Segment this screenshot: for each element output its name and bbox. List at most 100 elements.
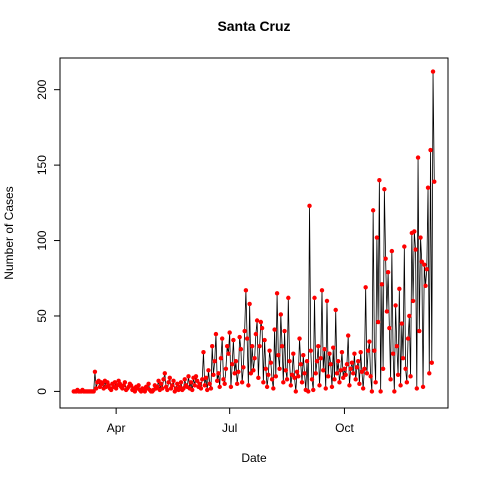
data-point — [432, 179, 437, 184]
data-point — [266, 372, 271, 378]
data-point — [272, 327, 277, 332]
data-point — [277, 366, 282, 371]
data-point — [162, 371, 167, 376]
data-point — [311, 387, 316, 393]
data-point — [221, 377, 226, 382]
data-point — [282, 328, 287, 334]
data-point — [132, 389, 138, 394]
data-point — [100, 381, 105, 387]
data-point — [246, 383, 251, 388]
y-tick-label: 100 — [35, 230, 49, 250]
data-point — [181, 386, 186, 391]
data-point — [323, 386, 328, 391]
y-tick-label: 0 — [35, 388, 49, 395]
data-point — [326, 374, 331, 379]
data-point — [415, 155, 421, 160]
data-point — [288, 383, 294, 388]
data-point — [316, 343, 321, 349]
data-point — [347, 383, 352, 388]
data-point — [400, 356, 406, 361]
data-point — [354, 365, 360, 370]
data-point — [155, 384, 160, 390]
data-point — [382, 187, 387, 192]
data-point — [128, 383, 134, 388]
data-point — [258, 319, 264, 325]
data-point — [232, 371, 237, 376]
data-point — [359, 369, 365, 374]
data-point — [378, 389, 383, 394]
data-point — [244, 336, 250, 341]
data-point — [268, 360, 274, 365]
data-point — [161, 377, 166, 382]
data-point — [208, 386, 214, 391]
data-point — [327, 351, 332, 356]
y-tick-label: 200 — [35, 79, 49, 99]
data-point — [308, 348, 313, 353]
data-point — [276, 352, 281, 358]
data-point — [219, 336, 225, 341]
data-point — [302, 371, 307, 376]
data-point — [301, 352, 306, 358]
data-point — [166, 380, 171, 385]
data-point — [334, 371, 340, 376]
data-point — [424, 267, 429, 272]
data-point — [322, 346, 327, 352]
data-point — [389, 248, 395, 254]
data-point — [373, 380, 378, 385]
data-point — [392, 389, 397, 394]
data-point — [146, 381, 151, 387]
data-point — [399, 321, 405, 326]
data-point — [352, 351, 357, 356]
data-point — [321, 368, 326, 373]
data-point — [377, 177, 382, 183]
data-point — [420, 384, 426, 390]
data-point — [304, 359, 310, 364]
data-point — [355, 359, 361, 364]
data-point — [294, 369, 300, 374]
data-point — [267, 348, 272, 353]
data-point — [402, 244, 407, 249]
x-axis-label: Date — [241, 451, 267, 465]
data-point — [201, 349, 206, 355]
data-point — [387, 325, 392, 331]
data-point — [336, 359, 341, 364]
data-point — [229, 362, 235, 367]
y-tick-label: 150 — [35, 155, 49, 175]
data-point — [256, 375, 261, 381]
data-point — [284, 377, 290, 382]
x-tick-label: Apr — [107, 421, 126, 435]
data-point — [254, 318, 260, 323]
data-point — [211, 372, 216, 378]
data-point — [224, 343, 230, 349]
data-point — [307, 203, 312, 209]
data-point — [233, 359, 239, 364]
data-point — [142, 389, 148, 394]
data-point — [403, 366, 408, 371]
data-point — [422, 262, 427, 267]
data-point — [263, 366, 269, 371]
data-point — [312, 295, 317, 301]
data-point — [207, 381, 212, 387]
data-point — [273, 374, 279, 379]
data-point — [429, 360, 434, 365]
data-point — [236, 369, 241, 374]
data-point — [171, 378, 176, 384]
data-point — [234, 381, 240, 387]
data-point — [363, 285, 368, 290]
data-point — [226, 351, 231, 356]
data-point — [160, 386, 165, 391]
data-point — [423, 283, 428, 289]
data-point — [365, 348, 371, 353]
data-point — [217, 384, 222, 390]
y-tick-label: 50 — [35, 309, 49, 323]
data-point — [405, 336, 411, 341]
data-point — [337, 380, 342, 385]
data-point — [108, 387, 114, 393]
data-point — [404, 380, 410, 385]
data-point — [385, 270, 391, 275]
data-point — [299, 380, 305, 385]
data-point — [297, 336, 302, 341]
x-tick-label: Oct — [335, 421, 354, 435]
data-point — [216, 371, 221, 376]
data-point — [394, 343, 400, 349]
